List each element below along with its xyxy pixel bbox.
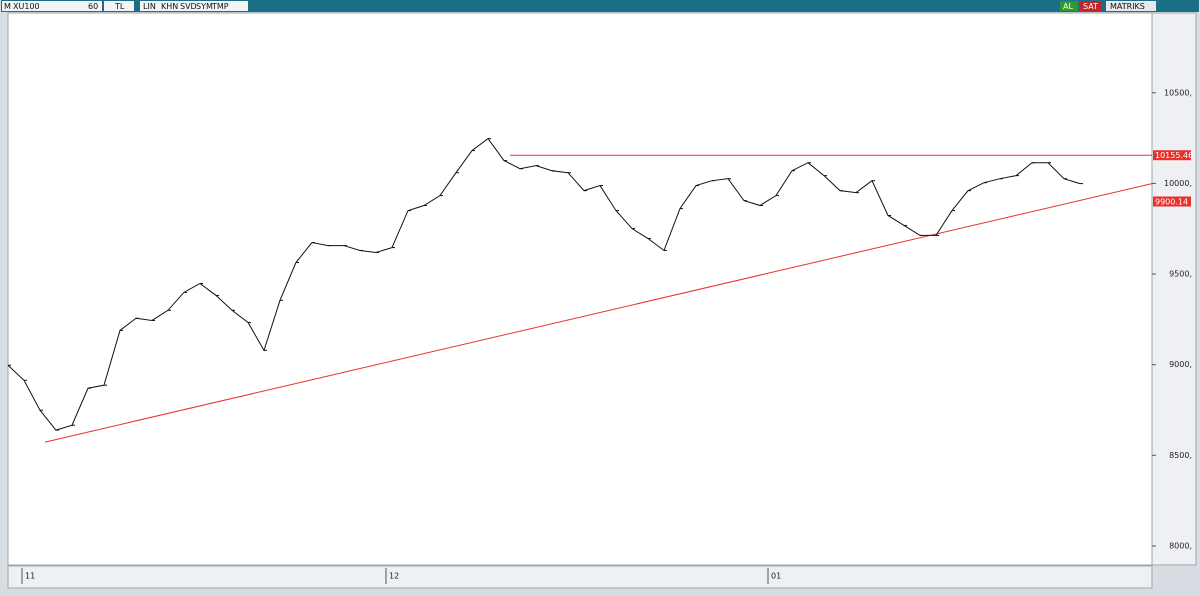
- period-box[interactable]: [104, 1, 134, 11]
- button[interactable]: SVD: [180, 2, 197, 11]
- x-tick-label: 11: [25, 572, 35, 581]
- brand-box: [1106, 1, 1156, 11]
- level-label-bg: [1153, 196, 1191, 207]
- y-tick-label: 8000,: [1169, 541, 1192, 550]
- buy-box[interactable]: [1060, 1, 1078, 11]
- period[interactable]: 60: [88, 2, 98, 11]
- button[interactable]: SYM: [196, 2, 213, 11]
- brand: MATRIKS: [1110, 2, 1145, 11]
- symbol-box[interactable]: [2, 1, 102, 11]
- y-tick-label: 10000,: [1164, 179, 1192, 188]
- buttons-box: [140, 1, 248, 11]
- currency[interactable]: TL: [114, 2, 125, 11]
- x-tick-label: 01: [771, 572, 781, 581]
- menu[interactable]: M: [4, 2, 11, 11]
- buy[interactable]: AL: [1063, 2, 1073, 11]
- sell[interactable]: SAT: [1083, 2, 1098, 11]
- button[interactable]: KHN: [161, 2, 178, 11]
- x-tick-label: 12: [389, 572, 399, 581]
- level-label-bg: [1153, 150, 1191, 161]
- x-axis-panel: [7, 565, 1153, 589]
- y-tick-label: 9000,: [1169, 360, 1192, 369]
- y-axis-panel: [1151, 12, 1197, 566]
- button[interactable]: LIN: [143, 2, 156, 11]
- price-line: [7, 137, 1081, 431]
- toolbar-bg: [1, 0, 1199, 12]
- y-tick-label: 8500,: [1169, 451, 1192, 460]
- symbol[interactable]: XU100: [13, 2, 40, 11]
- button[interactable]: TMP: [211, 2, 229, 11]
- trend-line: [44, 183, 1153, 443]
- y-tick-label: 9500,: [1169, 270, 1192, 279]
- toolbar: M XU100 60 TL LIN KHN SVD SYM TMP AL SAT…: [2, 1, 1156, 11]
- plot-area: [7, 12, 1153, 566]
- sell-box[interactable]: [1080, 1, 1102, 11]
- level-label: 10155.46: [1155, 151, 1193, 160]
- level-label: 9900.14: [1155, 198, 1188, 207]
- y-tick-label: 10500,: [1164, 88, 1192, 97]
